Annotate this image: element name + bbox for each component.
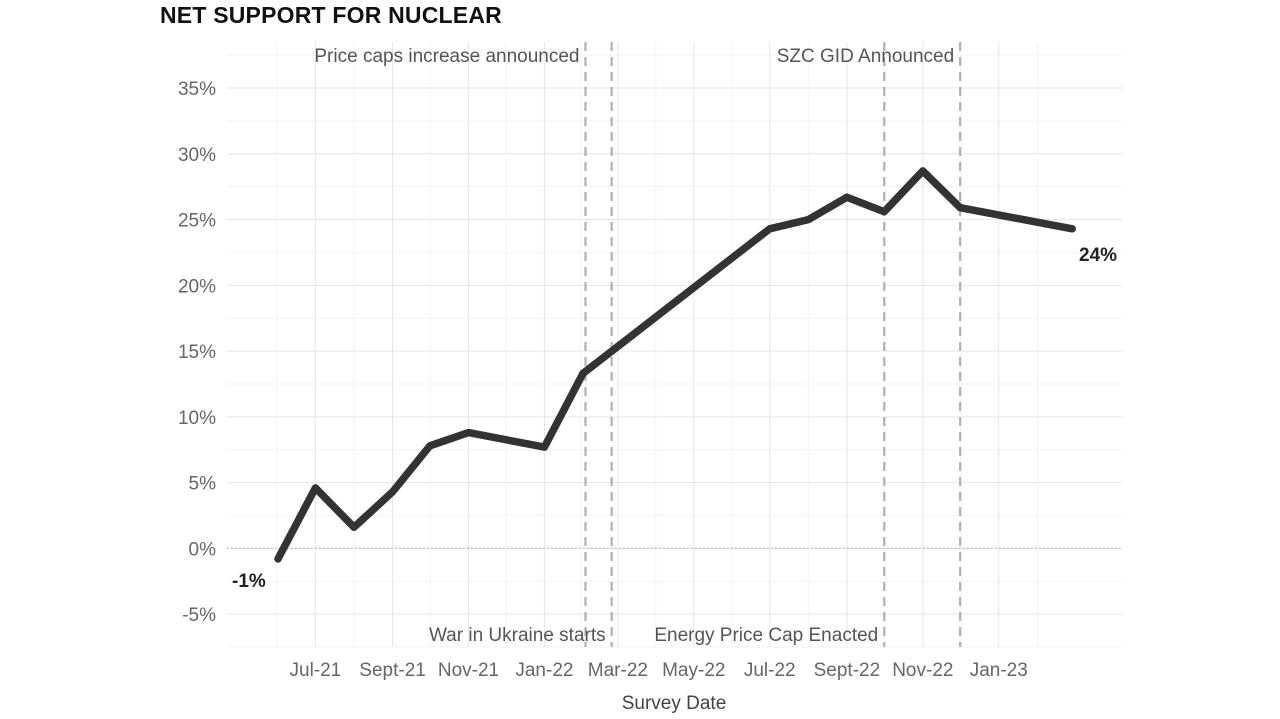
szc-gid-label: SZC GID Announced — [777, 46, 954, 67]
x-axis-tick-labels: Jul-21 Sept-21 Nov-21 Jan-22 Mar-22 May-22 Jul… — [290, 660, 1028, 681]
y-tick-label: 0% — [189, 539, 217, 560]
y-tick-label: 25% — [178, 211, 216, 232]
y-tick-label: 20% — [178, 276, 216, 297]
x-tick-label: Mar-22 — [588, 660, 648, 681]
series-lines — [274, 167, 1076, 563]
end-label: 24% — [1079, 245, 1117, 266]
y-tick-label: 10% — [178, 408, 216, 429]
y-tick-label: 30% — [178, 145, 216, 166]
x-tick-label: Nov-21 — [438, 660, 499, 681]
annotation-labels: Price caps increase announced War in Ukra… — [314, 46, 954, 646]
data-labels: -1% 24% — [232, 245, 1117, 592]
price-caps-increase-label: Price caps increase announced — [314, 46, 579, 67]
start-label: -1% — [232, 571, 266, 592]
y-tick-label: 35% — [178, 79, 216, 100]
war-in-ukraine-label: War in Ukraine starts — [429, 625, 606, 646]
annotation-lines — [584, 42, 962, 647]
energy-price-cap-label: Energy Price Cap Enacted — [654, 625, 878, 646]
x-tick-label: Sept-22 — [814, 660, 881, 681]
chart-title: NET SUPPORT FOR NUCLEAR — [160, 2, 502, 28]
x-tick-label: Nov-22 — [892, 660, 953, 681]
y-tick-label: 15% — [178, 342, 216, 363]
grid-lines — [227, 42, 1122, 648]
x-tick-label: Jan-23 — [970, 660, 1028, 681]
y-axis-tick-labels: -5% 0% 5% 10% 15% 20% 25% 30% 35% — [178, 79, 216, 626]
x-axis-title: Survey Date — [622, 693, 727, 714]
x-tick-label: Jul-21 — [290, 660, 342, 681]
x-tick-label: Jul-22 — [744, 660, 796, 681]
x-tick-label: May-22 — [662, 660, 725, 681]
series-line — [274, 167, 1076, 563]
y-tick-label: -5% — [182, 605, 216, 626]
x-tick-label: Jan-22 — [515, 660, 573, 681]
y-tick-label: 5% — [189, 474, 217, 495]
x-tick-label: Sept-21 — [359, 660, 426, 681]
